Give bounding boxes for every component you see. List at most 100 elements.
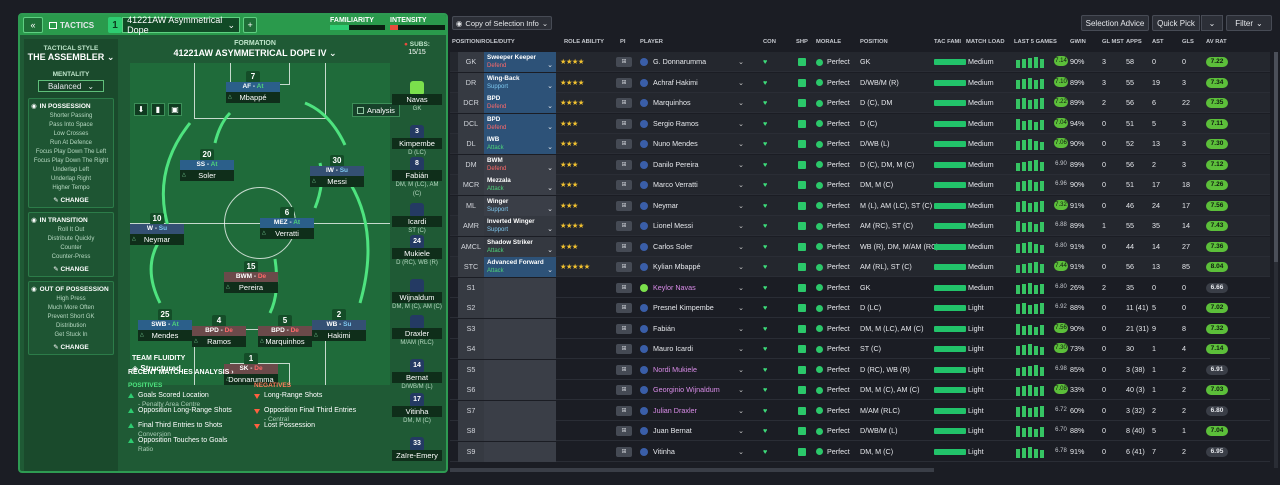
- row-role[interactable]: [484, 298, 556, 318]
- player-row[interactable]: GK Sweeper Keeper Defend ⌄ ★★★★ ⊞ G. Donnarumm…: [450, 52, 1270, 72]
- row-role[interactable]: Wing-Back Support ⌄: [484, 72, 556, 93]
- player-dropdown-icon[interactable]: ⌄: [738, 323, 745, 333]
- player-dropdown-icon[interactable]: ⌄: [738, 159, 745, 169]
- vertical-scrollbar[interactable]: [1274, 52, 1278, 468]
- player-name[interactable]: G. Donnarumma: [640, 52, 750, 72]
- player-dropdown-icon[interactable]: ⌄: [738, 57, 745, 66]
- row-role[interactable]: Shadow Striker Attack ⌄: [484, 236, 556, 257]
- tactic-slot[interactable]: 1: [108, 17, 123, 33]
- player-instructions-button[interactable]: ⊞: [616, 344, 632, 354]
- player-dropdown-icon[interactable]: ⌄: [738, 344, 745, 353]
- player-dropdown-icon[interactable]: ⌄: [738, 241, 745, 251]
- player-row[interactable]: S5 ⊞ Nordi Mukiele ⌄ ♥ Perfect D (RC), WB (R) L…: [450, 359, 1270, 380]
- shirt-tool-button[interactable]: ▣: [168, 103, 182, 116]
- player-row[interactable]: DCL BPD Defend ⌄ ★★★ ⊞ Sergio Ramos ⌄ ♥ Perfect D …: [450, 113, 1270, 134]
- player-row[interactable]: AMR Inverted Winger Support ⌄ ★★★★ ⊞ Lionel Me…: [450, 216, 1270, 236]
- mentality-select[interactable]: Balanced ⌄: [38, 80, 104, 92]
- intensity-meter[interactable]: INTENSITY: [390, 17, 445, 30]
- row-position[interactable]: S5: [458, 359, 484, 380]
- player-row[interactable]: S4 ⊞ Mauro Icardi ⌄ ♥ Perfect ST (C) Light 7.30 7…: [450, 339, 1270, 359]
- player-name[interactable]: Kylian Mbappé: [640, 257, 750, 277]
- player-row[interactable]: STC Advanced Forward Attack ⌄ ★★★★★ ⊞ Kylian M…: [450, 257, 1270, 277]
- player-row[interactable]: S6 ⊞ Georginio Wijnaldum ⌄ ♥ Perfect DM, M (C)…: [450, 380, 1270, 400]
- row-role[interactable]: [484, 421, 556, 441]
- player-name[interactable]: Nuno Mendes: [640, 134, 750, 154]
- player-instructions-button[interactable]: ⊞: [616, 139, 632, 149]
- column-header[interactable]: POSITION/ROLE/DUTY: [452, 39, 515, 45]
- filter-button[interactable]: Filter ⌄: [1226, 15, 1272, 31]
- player-card[interactable]: 10W - SuNeymar: [130, 213, 184, 245]
- player-instructions-button[interactable]: ⊞: [616, 323, 632, 334]
- player-role[interactable]: BPD - De: [258, 326, 312, 336]
- column-header[interactable]: GLS: [1182, 39, 1194, 45]
- player-row[interactable]: DR Wing-Back Support ⌄ ★★★★ ⊞ Achraf Hakimi ⌄ ♥ P…: [450, 72, 1270, 93]
- player-name[interactable]: Juan Bernat: [640, 421, 750, 441]
- player-dropdown-icon[interactable]: ⌄: [738, 364, 745, 374]
- player-name[interactable]: Georginio Wijnaldum: [640, 380, 750, 400]
- sub-player[interactable]: 24 Mukiele D (RC), WB (R): [392, 235, 442, 268]
- column-header[interactable]: APPS: [1126, 39, 1142, 45]
- recent-matches-analysis-title[interactable]: RECENT MATCHES ANALYSIS ›: [128, 369, 234, 376]
- row-position[interactable]: S7: [458, 400, 484, 421]
- column-header[interactable]: LAST 5 GAMES: [1014, 39, 1057, 45]
- column-header[interactable]: MORALE: [816, 39, 842, 45]
- player-instructions-button[interactable]: ⊞: [616, 262, 632, 272]
- player-instructions-button[interactable]: ⊞: [616, 180, 632, 190]
- role-dropdown-icon[interactable]: ⌄: [547, 62, 553, 69]
- sub-player[interactable]: Draxler M/AM (RLC): [392, 315, 442, 348]
- row-role[interactable]: [484, 277, 556, 298]
- row-role[interactable]: [484, 441, 556, 462]
- row-role[interactable]: [484, 400, 556, 421]
- column-header[interactable]: MATCH LOAD: [966, 39, 1005, 45]
- player-role[interactable]: W - Su: [130, 224, 184, 234]
- player-card[interactable]: 7AF - AtMbappé: [226, 71, 280, 103]
- column-header[interactable]: POSITION: [860, 39, 888, 45]
- row-position[interactable]: DCL: [458, 113, 484, 134]
- role-dropdown-icon[interactable]: ⌄: [547, 267, 553, 274]
- player-row[interactable]: S7 ⊞ Julian Draxler ⌄ ♥ Perfect M/AM (RLC) Ligh…: [450, 400, 1270, 421]
- player-instructions-button[interactable]: ⊞: [616, 364, 632, 375]
- player-dropdown-icon[interactable]: ⌄: [738, 282, 745, 292]
- player-name[interactable]: Carlos Soler: [640, 237, 750, 257]
- player-instructions-button[interactable]: ⊞: [616, 405, 632, 416]
- player-row[interactable]: S9 ⊞ Vitinha ⌄ ♥ Perfect DM, M (C) Light 6.78 91%…: [450, 441, 1270, 462]
- player-row[interactable]: DL IWB Attack ⌄ ★★★ ⊞ Nuno Mendes ⌄ ♥ Perfect D/WB…: [450, 134, 1270, 154]
- player-name[interactable]: Marquinhos: [640, 93, 750, 113]
- column-header[interactable]: GWIN: [1070, 39, 1086, 45]
- in-transition-change-button[interactable]: ✎ CHANGE: [53, 266, 89, 273]
- player-instructions-button[interactable]: ⊞: [616, 426, 632, 436]
- negative-item[interactable]: Lost Possession: [264, 421, 315, 430]
- player-name[interactable]: Neymar: [640, 196, 750, 216]
- column-header[interactable]: GL MST: [1102, 39, 1124, 45]
- quick-pick-dropdown[interactable]: ⌄: [1201, 15, 1223, 31]
- positive-item[interactable]: Goals Scored Location - Penalty Area Cent…: [138, 391, 209, 409]
- row-role[interactable]: [484, 318, 556, 339]
- player-role[interactable]: MEZ - At: [260, 218, 314, 228]
- player-instructions-button[interactable]: ⊞: [616, 241, 632, 252]
- column-header[interactable]: ROLE ABILITY: [564, 39, 605, 45]
- player-card[interactable]: 2WB - SuHakimi: [312, 309, 366, 341]
- player-name[interactable]: Keylor Navas: [640, 278, 750, 298]
- sub-player[interactable]: Icardi ST (C): [392, 203, 442, 236]
- player-instructions-button[interactable]: ⊞: [616, 282, 632, 293]
- player-role[interactable]: IW - Su: [310, 166, 364, 176]
- row-role[interactable]: [484, 359, 556, 380]
- player-dropdown-icon[interactable]: ⌄: [738, 118, 745, 128]
- row-position[interactable]: S2: [458, 298, 484, 318]
- sub-player[interactable]: 17 Vitinha DM, M (C): [392, 393, 442, 426]
- player-role[interactable]: SWB - At: [138, 320, 192, 330]
- role-dropdown-icon[interactable]: ⌄: [547, 123, 553, 131]
- row-position[interactable]: S6: [458, 380, 484, 400]
- player-dropdown-icon[interactable]: ⌄: [738, 385, 745, 394]
- player-name[interactable]: Julian Draxler: [640, 401, 750, 421]
- player-row[interactable]: DM BWM Defend ⌄ ★★★ ⊞ Danilo Pereira ⌄ ♥ Perfect D…: [450, 154, 1270, 175]
- player-instructions-button[interactable]: ⊞: [616, 57, 632, 67]
- player-dropdown-icon[interactable]: ⌄: [738, 139, 745, 148]
- row-position[interactable]: S1: [458, 277, 484, 298]
- player-role[interactable]: SK - De: [224, 364, 278, 374]
- column-header[interactable]: TAC FAMI: [934, 39, 961, 45]
- player-card[interactable]: 1SK - DeDonnarumma: [224, 353, 278, 385]
